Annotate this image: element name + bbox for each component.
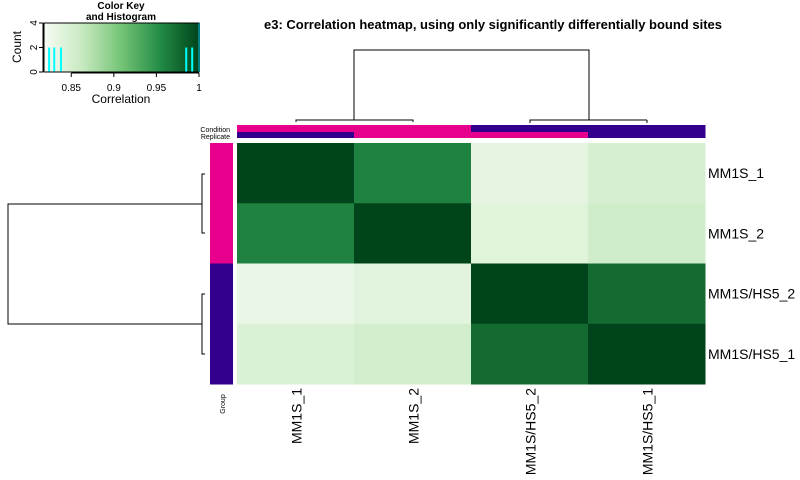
heatmap-cell <box>588 263 706 325</box>
key-x-tick-label: 1 <box>196 83 202 94</box>
heatmap-cell <box>471 263 589 325</box>
group-annotation-cell <box>210 263 233 325</box>
heatmap-cell <box>354 203 472 264</box>
heatmap-cell <box>354 323 472 385</box>
group-annotation-cell <box>210 143 233 204</box>
column-dendrogram <box>295 49 648 123</box>
key-y-tick-label: 0 <box>29 69 40 75</box>
heatmap-cell <box>588 203 706 264</box>
color-key-title-line1: Color Key <box>97 1 145 12</box>
replicate-annotation-cell <box>354 132 472 138</box>
heatmap-cell <box>354 263 472 325</box>
replicate-annotation-cell <box>588 132 706 138</box>
key-y-tick-label: 4 <box>29 20 40 26</box>
key-y-tick-label: 2 <box>29 44 40 50</box>
heatmap-cell <box>471 143 589 204</box>
row-label: MM1S_2 <box>708 225 764 241</box>
condition-annotation-cell <box>471 125 589 132</box>
row-labels: MM1S_1 MM1S_2 MM1S/HS5_2 MM1S/HS5_1 <box>708 165 795 362</box>
heatmap-cell <box>237 323 355 385</box>
heatmap-cell <box>237 203 355 264</box>
key-x-tick-label: 0.95 <box>147 83 167 94</box>
column-annotation-bars <box>237 125 706 138</box>
column-label: MM1S/HS5_2 <box>523 388 539 475</box>
key-x-tick-label: 0.9 <box>107 83 121 94</box>
group-annotation-cell <box>210 323 233 385</box>
condition-annotation-cell <box>354 125 472 132</box>
column-labels: MM1S_1 MM1S_2 MM1S/HS5_2 MM1S/HS5_1 <box>289 388 656 475</box>
condition-annotation-cell <box>237 125 355 132</box>
heatmap-cell <box>237 143 355 204</box>
color-key-frame <box>43 22 200 73</box>
heatmap-cell <box>237 263 355 325</box>
key-x-tick-label: 0.85 <box>62 83 82 94</box>
row-label: MM1S/HS5_1 <box>708 346 795 362</box>
row-label: MM1S/HS5_2 <box>708 286 795 302</box>
condition-annotation-cell <box>588 125 706 132</box>
row-dendrogram <box>7 173 205 355</box>
heatmap-cell <box>471 323 589 385</box>
row-annotation-bar <box>210 143 233 385</box>
replicate-annotation-cell <box>471 132 589 138</box>
heatmap-grid <box>237 143 706 385</box>
condition-annotation-label: Condition <box>200 127 230 134</box>
heatmap-cell <box>588 323 706 385</box>
color-key-gradient <box>44 23 199 72</box>
replicate-annotation-label: Replicate <box>201 134 230 141</box>
color-key-y-axis: 0 2 4 <box>29 20 44 75</box>
color-key-title-line2: and Histogram <box>86 12 156 23</box>
color-key-xlabel: Correlation <box>92 92 151 106</box>
group-annotation-cell <box>210 203 233 264</box>
column-label: MM1S_2 <box>406 388 422 444</box>
heatmap-cell <box>588 143 706 204</box>
replicate-annotation-cell <box>237 132 355 138</box>
color-key-ylabel: Count <box>10 30 24 63</box>
color-key-x-axis: 0.85 0.9 0.95 1 <box>62 72 202 94</box>
heatmap-cell <box>471 203 589 264</box>
chart-title: e3: Correlation heatmap, using only sign… <box>264 17 722 32</box>
column-label: MM1S/HS5_1 <box>640 388 656 475</box>
color-key: Color Key and Histogram 0.85 0.9 0.95 1 0 2 4… <box>10 1 202 106</box>
group-annotation-label: Group <box>220 394 227 414</box>
row-label: MM1S_1 <box>708 165 764 181</box>
column-label: MM1S_1 <box>289 388 305 444</box>
heatmap-cell <box>354 143 472 204</box>
